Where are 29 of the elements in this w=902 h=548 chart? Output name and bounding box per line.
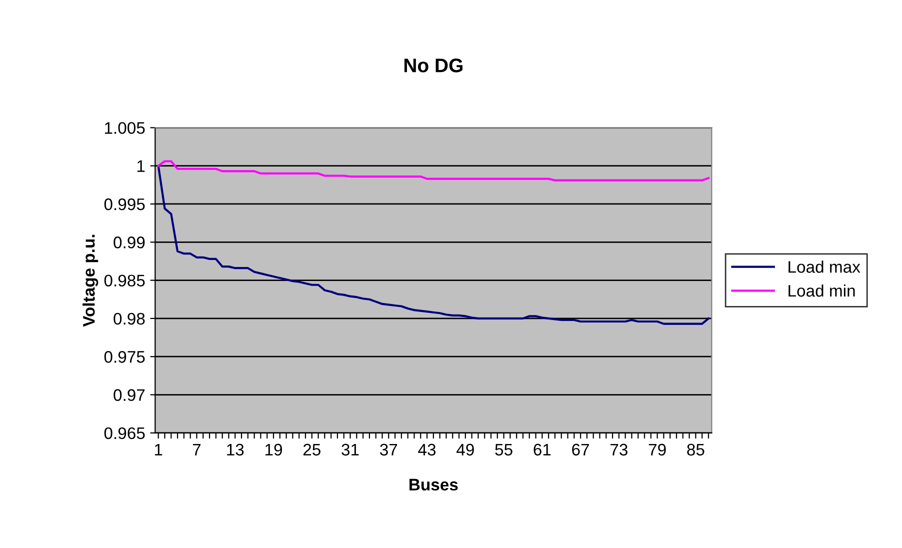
x-tick-label: 37 — [380, 444, 398, 456]
x-tick-label: 7 — [192, 444, 201, 456]
y-tick-label: 0.985 — [104, 274, 145, 287]
x-tick-label: 55 — [495, 444, 512, 456]
x-tick-label: 1 — [154, 444, 162, 456]
y-tick-label: 1 — [137, 160, 145, 172]
y-tick-label: 0.995 — [104, 198, 145, 210]
x-tick-label: 79 — [648, 444, 666, 456]
x-axis-title: Buses — [410, 478, 458, 491]
y-tick-label: 0.97 — [114, 389, 145, 401]
y-axis-title: Voltage p.u. — [82, 234, 98, 327]
x-tick-label: 25 — [303, 444, 320, 456]
y-tick-label: 0.99 — [114, 236, 145, 248]
x-tick-label: 61 — [534, 444, 551, 456]
legend-label: Load min — [788, 284, 855, 297]
x-tick-label: 19 — [265, 444, 282, 456]
x-tick-label: 13 — [227, 444, 244, 456]
y-tick-label: 1.005 — [104, 122, 145, 134]
x-tick-label: 43 — [418, 444, 436, 456]
legend-label: Load max — [788, 260, 860, 273]
x-tick-label: 73 — [610, 444, 628, 456]
y-tick-label: 0.98 — [114, 312, 145, 325]
x-tick-label: 85 — [687, 444, 704, 456]
chart-title: No DG — [404, 58, 462, 72]
x-tick-label: 67 — [572, 444, 589, 456]
y-tick-label: 0.975 — [104, 351, 145, 363]
x-tick-label: 49 — [456, 444, 474, 456]
y-tick-label: 0.965 — [104, 427, 145, 440]
x-tick-label: 31 — [342, 444, 359, 456]
